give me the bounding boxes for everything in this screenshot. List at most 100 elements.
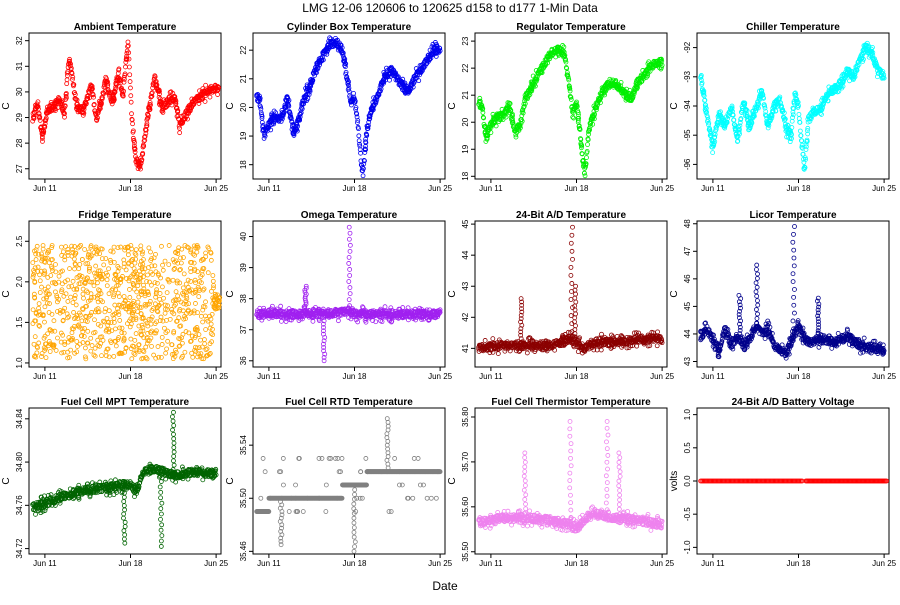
data-point: [77, 267, 81, 271]
y-tick-label: 19: [461, 144, 470, 153]
data-point: [167, 263, 171, 267]
data-point: [204, 348, 208, 352]
x-tick-label: Jun 11: [257, 372, 281, 381]
data-point: [204, 300, 208, 304]
y-tick-label: 37: [239, 325, 248, 334]
x-tick-label: Jun 11: [701, 184, 725, 193]
y-tick-label: 28: [15, 138, 24, 147]
data-point: [193, 301, 197, 305]
y-tick-label: 42: [461, 312, 470, 321]
data-point: [105, 284, 109, 288]
data-point: [203, 99, 207, 103]
y-tick-label: 1.0: [15, 357, 24, 369]
y-axis-label: C: [225, 102, 236, 109]
data-point: [348, 231, 352, 235]
data-point: [181, 256, 185, 260]
data-point: [105, 278, 109, 282]
data-point: [81, 296, 85, 300]
data-point: [57, 274, 61, 278]
y-tick-label: 43: [461, 281, 470, 290]
y-axis-label: C: [225, 290, 236, 297]
y-tick-label: 27: [15, 164, 24, 173]
data-point: [46, 332, 50, 336]
data-point: [82, 326, 86, 330]
data-point: [32, 342, 36, 346]
data-point: [361, 174, 365, 178]
data-point: [163, 311, 167, 315]
y-tick-label: 21: [461, 90, 470, 99]
data-point: [216, 93, 220, 97]
data-point: [161, 268, 165, 272]
y-tick-label: 19: [239, 131, 248, 140]
y-tick-label: 38: [239, 294, 248, 303]
plot-frame: [253, 221, 445, 367]
data-point: [348, 292, 352, 296]
data-point: [130, 112, 134, 116]
data-point: [193, 278, 197, 282]
data-point: [158, 297, 162, 301]
y-axis-label: C: [447, 290, 458, 297]
data-point: [105, 316, 109, 320]
x-tick-label: Jun 18: [118, 184, 143, 193]
data-point: [128, 73, 132, 77]
data-point: [347, 225, 351, 229]
data-point: [168, 317, 172, 321]
data-point: [211, 274, 215, 278]
x-tick-label: Jun 18: [564, 372, 589, 381]
data-point: [150, 344, 154, 348]
series-ambient: [31, 40, 221, 171]
data-point: [204, 328, 208, 332]
y-tick-label: 45: [461, 219, 470, 228]
data-point: [65, 82, 69, 86]
data-point: [75, 344, 79, 348]
data-point: [107, 267, 111, 271]
data-point: [83, 247, 87, 251]
data-point: [104, 350, 108, 354]
data-point: [124, 268, 128, 272]
data-point: [90, 310, 94, 314]
data-point: [199, 338, 203, 342]
data-point: [147, 246, 151, 250]
data-point: [162, 326, 166, 330]
data-point: [94, 264, 98, 268]
data-point: [202, 287, 206, 291]
data-point: [162, 296, 166, 300]
data-point: [160, 342, 164, 346]
data-point: [130, 357, 134, 361]
y-tick-label: 1.5: [15, 316, 24, 328]
data-point: [383, 305, 387, 309]
data-point: [73, 296, 77, 300]
y-axis-label: C: [669, 102, 680, 109]
data-point: [130, 263, 134, 267]
data-point: [347, 255, 351, 259]
data-point: [148, 299, 152, 303]
data-point: [791, 113, 795, 117]
data-point: [137, 295, 141, 299]
plot-frame: [253, 33, 445, 179]
data-point: [167, 243, 171, 247]
x-tick-label: Jun 18: [564, 184, 589, 193]
data-point: [180, 341, 184, 345]
data-point: [34, 258, 38, 262]
data-point: [52, 319, 56, 323]
x-tick-label: Jun 25: [204, 184, 229, 193]
data-point: [62, 294, 66, 298]
data-point: [149, 250, 153, 254]
data-point: [46, 275, 50, 279]
data-point: [129, 94, 133, 98]
data-point: [152, 256, 156, 260]
data-point: [146, 273, 150, 277]
data-point: [55, 336, 59, 340]
data-point: [209, 322, 213, 326]
data-point: [87, 250, 91, 254]
data-point: [75, 340, 79, 344]
x-tick-label: Jun 18: [342, 372, 367, 381]
data-point: [847, 79, 851, 83]
chart-title: Omega Temperature: [301, 210, 398, 221]
data-point: [60, 282, 64, 286]
plot-frame: [475, 33, 667, 179]
data-point: [211, 279, 215, 283]
